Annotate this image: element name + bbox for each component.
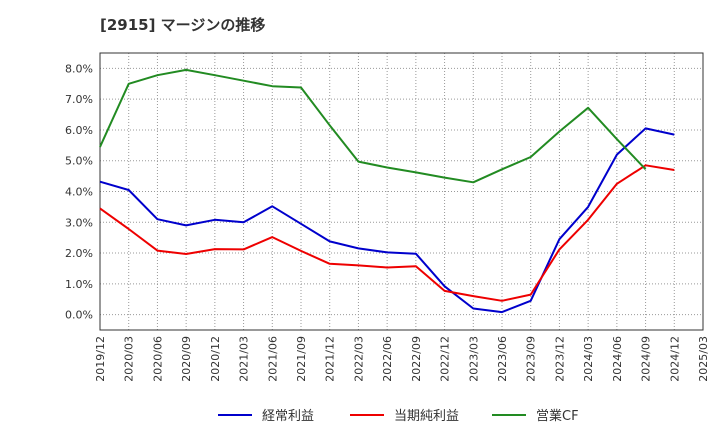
y-tick-label: 6.0% <box>65 124 93 137</box>
x-tick-label: 2020/06 <box>151 336 164 382</box>
chart-title: [2915] マージンの推移 <box>100 16 266 34</box>
x-tick-label: 2019/12 <box>94 336 107 382</box>
x-tick-label: 2024/09 <box>640 336 653 382</box>
x-tick-label: 2025/03 <box>697 336 710 382</box>
legend-label: 経常利益 <box>262 409 314 424</box>
series-line <box>99 127 675 314</box>
y-tick-label: 8.0% <box>65 62 93 75</box>
y-tick-label: 0.0% <box>65 309 93 322</box>
x-tick-label: 2023/03 <box>467 336 480 382</box>
x-tick-label: 2024/03 <box>582 336 595 382</box>
series-line <box>99 164 675 302</box>
y-tick-label: 1.0% <box>65 278 93 291</box>
series-line <box>99 68 647 184</box>
x-tick-label: 2021/03 <box>238 336 251 382</box>
x-tick-label: 2023/12 <box>553 336 566 382</box>
x-tick-label: 2022/06 <box>381 336 394 382</box>
x-tick-label: 2024/06 <box>611 336 624 382</box>
x-tick-label: 2022/09 <box>410 336 423 382</box>
x-axis: 2019/12 2020/03 2020/06 2020/09 2020/12 2021/… <box>94 336 710 382</box>
x-tick-label: 2023/09 <box>525 336 538 382</box>
legend-label: 営業CF <box>536 408 579 424</box>
y-tick-label: 2.0% <box>65 247 93 260</box>
x-tick-label: 2021/06 <box>266 336 279 382</box>
y-axis: 0.0% 1.0% 2.0% 3.0% 4.0% 5.0% 6.0% 7.0% 8.0% <box>65 62 93 321</box>
legend-label: 当期純利益 <box>394 409 459 424</box>
x-tick-label: 2020/09 <box>180 336 193 382</box>
y-tick-label: 4.0% <box>65 186 93 199</box>
x-tick-label: 2021/12 <box>324 336 337 382</box>
x-tick-label: 2020/12 <box>209 336 222 382</box>
y-tick-label: 3.0% <box>65 216 93 229</box>
plot-frame <box>99 52 704 331</box>
y-tick-label: 5.0% <box>65 155 93 168</box>
x-tick-label: 2022/12 <box>439 336 452 382</box>
x-tick-label: 2020/03 <box>123 336 136 382</box>
x-tick-label: 2022/03 <box>352 336 365 382</box>
x-tick-label: 2024/12 <box>668 336 681 382</box>
x-tick-label: 2023/06 <box>496 336 509 382</box>
legend: 経常利益 当期純利益 営業CF <box>218 408 579 424</box>
grid <box>99 53 704 330</box>
x-tick-label: 2021/09 <box>295 336 308 382</box>
series-lines <box>99 68 675 314</box>
y-tick-label: 7.0% <box>65 93 93 106</box>
